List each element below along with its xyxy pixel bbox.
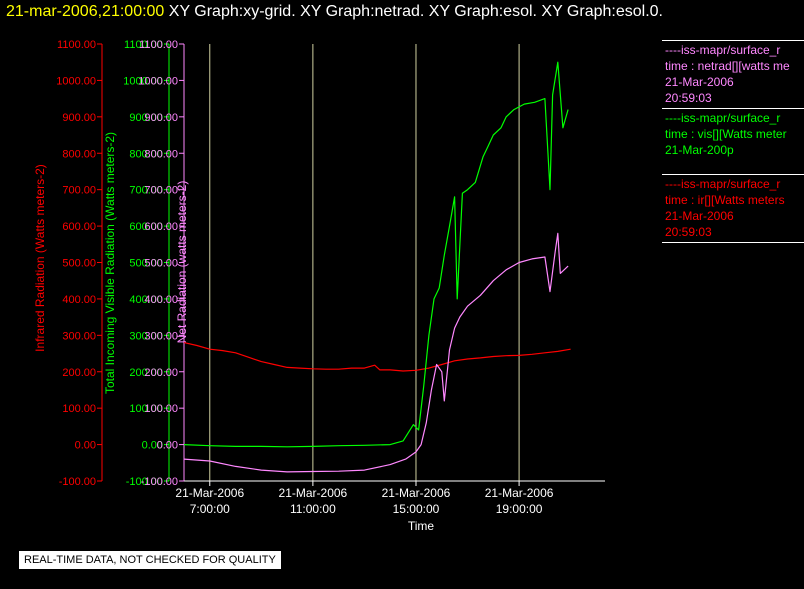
y-tick-label: 400.00 bbox=[62, 294, 96, 306]
y-tick-label: 1000.00 bbox=[123, 75, 163, 87]
legend-divider bbox=[662, 242, 804, 243]
x-tick-date: 21-Mar-2006 bbox=[279, 486, 348, 500]
net-y-axis-label: Net Radiation (watts meters-2) bbox=[175, 181, 189, 344]
legend-line: ----iss-mapr/surface_r bbox=[665, 177, 781, 191]
legend-line: 20:59:03 bbox=[665, 91, 712, 105]
y-tick-label: 400.00 bbox=[144, 294, 178, 306]
visible-y-axis-label: Total Incoming Visible Radiation (Watts … bbox=[103, 132, 117, 394]
x-tick-time: 11:00:00 bbox=[290, 502, 336, 516]
x-tick-date: 21-Mar-2006 bbox=[485, 486, 554, 500]
y-tick-label: 700.00 bbox=[144, 185, 178, 197]
y-tick-label: 300.00 bbox=[62, 330, 96, 342]
series-infrared bbox=[183, 342, 571, 372]
legend-line: 21-Mar-2006 bbox=[665, 209, 734, 223]
infrared-y-axis: -100.00 0.00 100.00 200.00 300.00 400.00 500.0… bbox=[33, 39, 103, 488]
axes-layer: -100.00 0.00 100.00 200.00 300.00 400.00 500.0… bbox=[33, 39, 189, 488]
y-tick-label: 1000.00 bbox=[56, 75, 96, 87]
y-tick-label: 900.00 bbox=[129, 112, 163, 124]
legend-line: ----iss-mapr/surface_r bbox=[665, 43, 781, 57]
x-tick-time: 15:00:00 bbox=[393, 502, 440, 516]
y-tick-label: 500.00 bbox=[144, 258, 178, 270]
series-visible bbox=[183, 61, 569, 448]
visible-y-axis: -100.00 0.00 100.00 200.00 300.00 400.00 500.0… bbox=[103, 39, 170, 488]
title-bar: 21-mar-2006,21:00:00 XY Graph:xy-grid. X… bbox=[6, 3, 663, 21]
legend-line: 21-Mar-2006 bbox=[665, 75, 734, 89]
y-tick-label: 1100.00 bbox=[124, 39, 163, 51]
legend-line: 21-Mar-200p bbox=[665, 143, 734, 157]
infrared-y-axis-label: Infrared Radiation (Watts meters-2) bbox=[33, 164, 47, 352]
legend-line: time : ir[][Watts meters bbox=[665, 193, 785, 207]
series-layer bbox=[183, 61, 571, 473]
y-tick-label: 100.00 bbox=[129, 403, 163, 415]
y-tick-label: 900.00 bbox=[62, 112, 96, 124]
legend-line: ----iss-mapr/surface_r bbox=[665, 111, 781, 125]
y-tick-label: 800.00 bbox=[144, 148, 178, 160]
title-graphs: XY Graph:xy-grid. XY Graph:netrad. XY Gr… bbox=[168, 3, 663, 20]
y-tick-label: 800.00 bbox=[129, 148, 163, 160]
net-y-axis: -100.00 0.00 100.00 200.00 300.00 400.00 500.0… bbox=[138, 39, 189, 488]
y-tick-label: 0.00 bbox=[75, 440, 96, 452]
y-tick-label: 200.00 bbox=[144, 367, 178, 379]
title-timestamp: 21-mar-2006,21:00:00 bbox=[6, 3, 165, 20]
y-tick-label: 800.00 bbox=[62, 148, 96, 160]
legend-line: time : vis[][Watts meter bbox=[665, 127, 787, 141]
y-tick-label: 200.00 bbox=[129, 367, 163, 379]
y-tick-label: 700.00 bbox=[62, 185, 96, 197]
y-tick-label: 1100.00 bbox=[57, 39, 96, 51]
y-tick-label: 600.00 bbox=[129, 221, 163, 233]
y-tick-label: 400.00 bbox=[129, 294, 163, 306]
y-tick-label: 100.00 bbox=[144, 403, 178, 415]
y-tick-label: -100.00 bbox=[141, 476, 178, 488]
y-tick-label: 700.00 bbox=[129, 185, 163, 197]
y-tick-label: -100.00 bbox=[59, 476, 96, 488]
series-net bbox=[183, 232, 569, 473]
x-axis: 21-Mar-2006 7:00:00 21-Mar-2006 11:00:00 21-… bbox=[175, 480, 605, 516]
y-tick-label: 600.00 bbox=[144, 221, 178, 233]
y-tick-label: 300.00 bbox=[129, 330, 163, 342]
x-tick-date: 21-Mar-2006 bbox=[382, 486, 451, 500]
y-tick-label: 0.00 bbox=[142, 440, 163, 452]
y-tick-label: 1000.00 bbox=[138, 75, 178, 87]
y-tick-label: 600.00 bbox=[62, 221, 96, 233]
y-tick-label: 100.00 bbox=[62, 403, 96, 415]
x-tick-date: 21-Mar-2006 bbox=[175, 486, 244, 500]
legend-line: time : netrad[][watts me bbox=[665, 59, 790, 73]
grid-layer bbox=[209, 44, 520, 481]
x-tick-time: 7:00:00 bbox=[190, 502, 230, 516]
y-tick-label: 300.00 bbox=[144, 330, 178, 342]
y-tick-label: 1100.00 bbox=[139, 39, 178, 51]
y-tick-label: 500.00 bbox=[129, 258, 163, 270]
quality-notice: REAL-TIME DATA, NOT CHECKED FOR QUALITY bbox=[19, 551, 281, 569]
y-tick-label: -100.00 bbox=[126, 476, 163, 488]
y-tick-label: 500.00 bbox=[62, 258, 96, 270]
y-tick-label: 900.00 bbox=[144, 112, 178, 124]
y-tick-label: 0.00 bbox=[157, 440, 178, 452]
y-tick-label: 200.00 bbox=[62, 367, 96, 379]
x-axis-label: Time bbox=[408, 519, 435, 533]
x-tick-time: 19:00:00 bbox=[496, 502, 543, 516]
legend-line: 20:59:03 bbox=[665, 225, 712, 239]
